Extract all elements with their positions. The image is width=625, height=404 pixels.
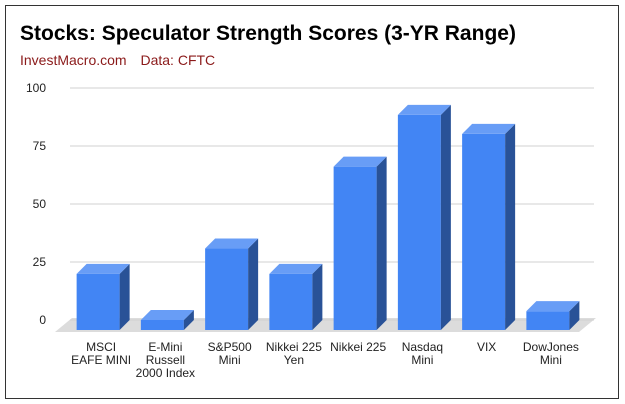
bar-side xyxy=(440,104,451,330)
bar-front xyxy=(76,273,120,330)
bar-top xyxy=(140,310,194,320)
bar-side xyxy=(569,301,580,330)
bar-side xyxy=(312,263,323,330)
bar-top xyxy=(76,263,130,274)
bar-side xyxy=(119,263,130,330)
bar-front xyxy=(397,114,441,330)
x-category-label: EAFE MINI xyxy=(71,353,131,367)
x-category-label: Nasdaq xyxy=(402,340,443,354)
y-tick-label: 25 xyxy=(33,255,47,269)
y-tick-label: 75 xyxy=(33,139,47,153)
bar-front xyxy=(140,320,184,330)
x-category-label: Mini xyxy=(411,353,433,367)
x-category-label: VIX xyxy=(477,340,496,354)
x-category-label: 2000 Index xyxy=(136,366,195,380)
y-tick-label: 100 xyxy=(26,81,46,95)
chart-subtitle: InvestMacro.com Data: CFTC xyxy=(20,52,225,68)
bar-front xyxy=(526,311,570,330)
bar-side xyxy=(376,156,387,330)
subtitle-source: InvestMacro.com xyxy=(20,52,127,68)
bar-top xyxy=(205,238,259,249)
y-tick-label: 0 xyxy=(39,313,46,327)
bar-side xyxy=(248,238,259,330)
x-category-label: Russell xyxy=(146,353,185,367)
x-category-label: Nikkei 225 xyxy=(330,340,386,354)
bar-front xyxy=(333,166,377,330)
bar-top xyxy=(269,263,323,274)
x-category-label: Mini xyxy=(540,353,562,367)
bar-top xyxy=(462,123,516,134)
x-category-label: E-Mini xyxy=(148,340,182,354)
bar-side xyxy=(183,310,194,330)
bar-top xyxy=(333,156,387,167)
x-category-label: Nikkei 225 xyxy=(266,340,322,354)
subtitle-data: Data: CFTC xyxy=(140,52,216,68)
x-category-label: DowJones xyxy=(523,340,579,354)
chart-title: Stocks: Speculator Strength Scores (3-YR… xyxy=(20,22,516,45)
bar-side xyxy=(505,123,516,330)
x-category-label: S&P500 xyxy=(208,340,252,354)
x-category-label: Mini xyxy=(219,353,241,367)
bar-front xyxy=(462,133,506,330)
chart-frame: Stocks: Speculator Strength Scores (3-YR… xyxy=(5,5,619,399)
y-tick-label: 50 xyxy=(33,197,47,211)
bar-front xyxy=(205,248,249,330)
bar-top xyxy=(397,104,451,115)
bar-front xyxy=(269,273,313,330)
x-category-label: Yen xyxy=(284,353,304,367)
x-category-label: MSCI xyxy=(86,340,116,354)
bar-top xyxy=(526,301,580,312)
